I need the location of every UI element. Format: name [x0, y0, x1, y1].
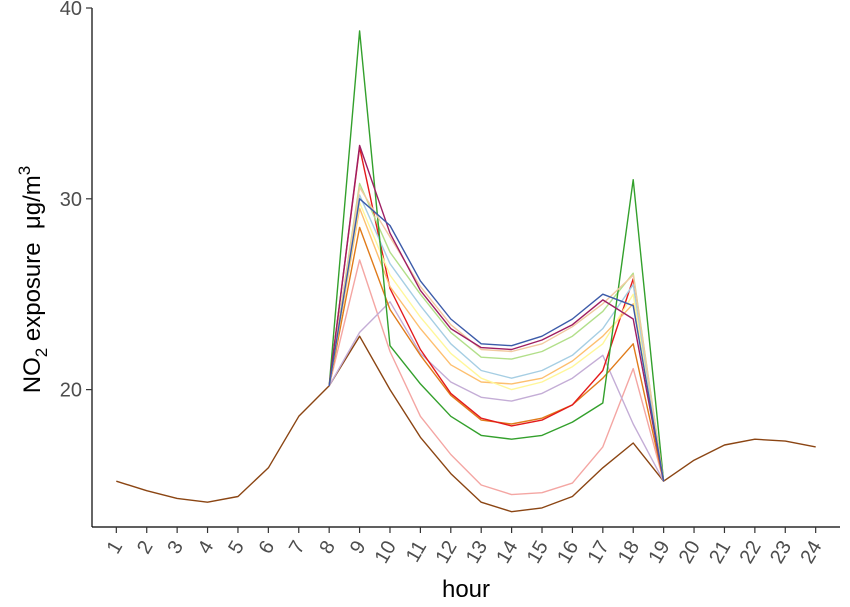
series-line-12 [328, 144, 665, 482]
series-line-4 [328, 226, 665, 482]
series-line-11 [328, 186, 665, 482]
y-title-superscript: 3 [15, 166, 34, 175]
x-tick-label: 9 [346, 537, 371, 558]
x-tick-label: 17 [584, 537, 614, 567]
y-title-prefix: NO [19, 357, 46, 393]
x-tick-label: 19 [644, 537, 674, 567]
x-tick-label: 8 [315, 537, 340, 558]
x-tick-label: 7 [285, 537, 310, 558]
y-tick-label: 30 [60, 189, 82, 211]
x-tick-label: 22 [736, 537, 766, 567]
series-layer [116, 30, 816, 513]
x-tick-label: 11 [402, 537, 431, 566]
x-axis-title: hour [442, 576, 490, 603]
x-tick-label: 10 [371, 537, 401, 567]
y-axis-ticks: 20 30 40 [60, 0, 92, 402]
y-axis-title: NO2 exposure μg/m3 [15, 166, 51, 394]
y-tick-label: 20 [60, 380, 82, 402]
x-tick-label: 14 [492, 537, 522, 567]
series-line-9 [328, 182, 665, 482]
series-line-8 [328, 194, 665, 482]
x-tick-label: 6 [255, 537, 280, 558]
series-line-13 [328, 198, 665, 482]
x-tick-label: 15 [523, 537, 553, 567]
y-title-mid: exposure [19, 229, 46, 348]
series-line-1 [116, 335, 816, 513]
y-title-unit: μg/m [19, 175, 46, 229]
series-line-7 [328, 201, 665, 482]
x-tick-label: 12 [432, 537, 462, 567]
series-line-5 [328, 146, 665, 482]
y-title-subscript: 2 [32, 348, 51, 357]
series-line-6 [328, 207, 665, 482]
x-tick-label: 24 [796, 537, 826, 567]
x-tick-label: 3 [163, 537, 188, 558]
y-tick-label: 40 [60, 0, 82, 20]
x-tick-label: 1 [103, 537, 128, 558]
x-tick-label: 2 [133, 537, 158, 558]
x-tick-label: 13 [462, 537, 492, 567]
x-tick-label: 4 [194, 537, 219, 558]
x-tick-label: 18 [614, 537, 644, 567]
x-axis-ticks: 1 2 3 4 5 6 7 8 9 10 11 12 13 14 15 16 17 18 19 20 21 22 23 24 [103, 527, 827, 567]
series-line-10 [328, 30, 665, 482]
x-tick-label: 23 [766, 537, 796, 567]
x-tick-label: 20 [675, 537, 705, 567]
x-tick-label: 16 [553, 537, 583, 567]
x-tick-label: 21 [705, 537, 735, 567]
x-tick-label: 5 [224, 537, 249, 558]
series-line-2 [328, 259, 665, 496]
